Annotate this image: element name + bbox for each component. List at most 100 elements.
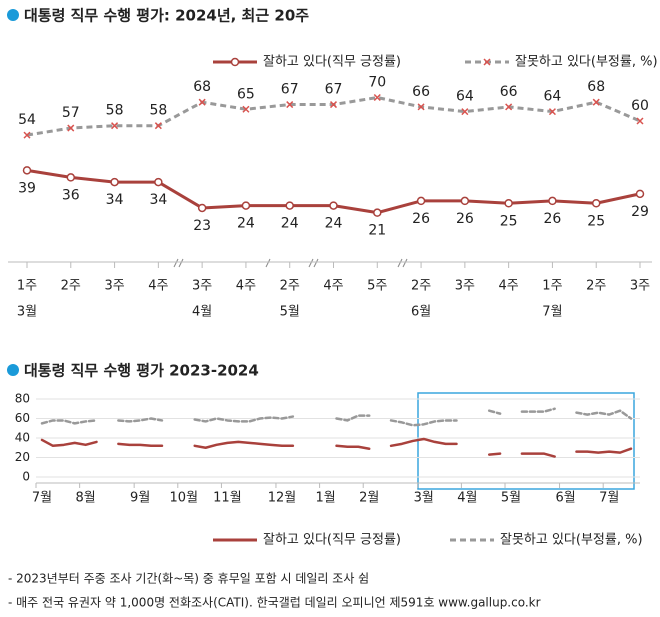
point [373, 208, 382, 217]
point [197, 203, 207, 213]
point [286, 101, 294, 109]
point [373, 93, 381, 102]
data-label: 29 [631, 204, 649, 220]
title-dot [7, 9, 19, 21]
point [504, 199, 513, 208]
data-label: 57 [62, 105, 80, 121]
y-tick-label: 40 [15, 431, 30, 445]
point [329, 101, 338, 109]
point [460, 196, 470, 206]
x-group-label: 3월 [17, 305, 37, 320]
x-tick-label: 4주 [323, 279, 343, 294]
x-tick-label: 5주 [367, 279, 387, 294]
x-tick-label: 1주 [17, 279, 37, 294]
x-tick-label: 2주 [411, 279, 431, 294]
point [416, 196, 426, 206]
chart-title: 대통령 직무 수행 평가: 2024년, 최근 20주 [24, 7, 309, 25]
data-label: 26 [412, 211, 430, 227]
data-label: 58 [149, 103, 167, 119]
y-tick-label: 0 [22, 470, 30, 484]
point [635, 189, 645, 199]
point [636, 117, 644, 125]
series-line [40, 407, 633, 427]
x-tick-label: 4주 [236, 279, 256, 294]
x-tick-label: 10월 [170, 491, 199, 506]
footnote: - 2023년부터 주중 조사 기간(화~목) 중 휴무일 포함 시 데일리 조… [8, 572, 369, 586]
x-group-label: 4월 [192, 305, 212, 320]
x-tick-label: 1월 [315, 491, 335, 506]
point [505, 103, 513, 111]
title-dot [7, 364, 19, 376]
point [417, 103, 425, 111]
x-tick-label: 2주 [586, 279, 606, 294]
legend-label: 잘못하고 있다(부정률, %) [500, 533, 643, 548]
point [241, 201, 251, 210]
axis-breaks [173, 258, 408, 268]
data-label: 66 [412, 84, 430, 100]
data-label: 23 [193, 218, 211, 234]
data-label: 26 [456, 211, 474, 227]
legend-label: 잘하고 있다(직무 긍정률) [263, 55, 401, 70]
data-label: 68 [193, 79, 211, 95]
data-label: 67 [281, 82, 299, 98]
point [329, 201, 338, 210]
data-label: 21 [368, 223, 386, 239]
x-tick-label: 8월 [76, 491, 96, 506]
x-tick-label: 3주 [104, 279, 124, 294]
x-tick-label: 2주 [280, 279, 300, 294]
x-tick-label: 4월 [457, 491, 477, 506]
point [461, 108, 469, 116]
x-group-label: 6월 [411, 305, 431, 320]
highlight-box [417, 392, 635, 490]
data-label: 67 [325, 82, 343, 98]
legend-label: 잘하고 있다(직무 긍정률) [263, 533, 401, 548]
data-label: 39 [18, 180, 36, 196]
data-label: 25 [500, 213, 518, 229]
legend-label: 잘못하고 있다(부정률, %) [515, 55, 658, 70]
x-tick-label: 4주 [499, 279, 519, 294]
x-tick-label: 4주 [148, 279, 168, 294]
point [548, 108, 556, 116]
series-line [40, 437, 633, 458]
data-label: 58 [106, 103, 124, 119]
point [154, 177, 163, 187]
x-tick-label: 1주 [542, 279, 562, 294]
x-tick-label: 2월 [359, 491, 379, 506]
data-label: 64 [544, 89, 562, 105]
x-group-label: 5월 [280, 305, 300, 320]
x-tick-label: 3주 [192, 279, 212, 294]
x-group-label: 7월 [542, 305, 562, 320]
data-label: 65 [237, 86, 255, 102]
x-tick-label: 7월 [32, 491, 52, 506]
point [110, 177, 119, 187]
data-label: 64 [456, 89, 474, 105]
data-label: 24 [325, 216, 343, 232]
y-tick-label: 20 [15, 450, 30, 464]
data-label: 68 [587, 79, 605, 95]
x-tick-label: 3월 [414, 491, 434, 506]
point [22, 166, 32, 175]
legend-marker [230, 57, 240, 67]
point [242, 105, 250, 113]
x-tick-label: 9월 [130, 491, 150, 506]
data-label: 70 [368, 75, 386, 91]
x-tick-label: 11월 [213, 491, 242, 506]
data-label: 34 [106, 192, 124, 208]
point [592, 98, 600, 106]
point [67, 124, 75, 132]
chart-title: 대통령 직무 수행 평가 2023-2024 [24, 362, 259, 380]
x-tick-label: 2주 [61, 279, 81, 294]
x-tick-label: 7월 [599, 491, 619, 506]
data-label: 24 [281, 216, 299, 232]
point [66, 173, 76, 182]
y-tick-label: 60 [15, 411, 30, 425]
point [23, 131, 31, 139]
data-label: 26 [544, 211, 562, 227]
point [285, 201, 294, 210]
data-label: 24 [237, 216, 255, 232]
data-label: 60 [631, 98, 649, 114]
point [154, 122, 162, 130]
x-tick-label: 6월 [555, 491, 575, 506]
